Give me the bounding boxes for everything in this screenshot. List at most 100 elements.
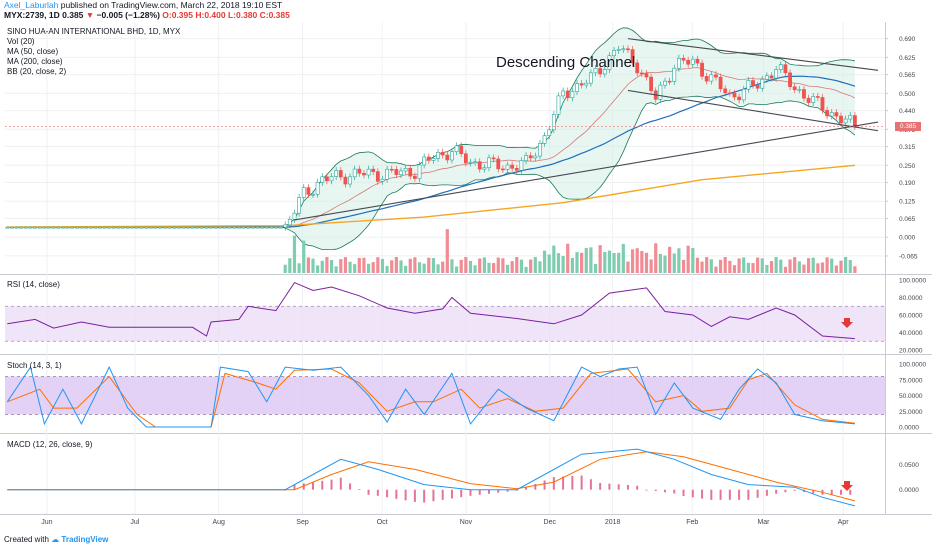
candle-body bbox=[690, 58, 695, 65]
volume-bar bbox=[454, 266, 459, 273]
candle-body bbox=[88, 226, 93, 229]
volume-bar bbox=[714, 266, 718, 273]
stoch-band bbox=[5, 376, 885, 415]
volume-bar bbox=[603, 252, 607, 273]
volume-bar bbox=[320, 260, 324, 273]
volume-bar bbox=[529, 259, 533, 273]
macd-histogram-bar bbox=[432, 489, 435, 502]
candle-body bbox=[181, 226, 186, 229]
brand-link[interactable]: TradingView bbox=[61, 535, 109, 544]
macd-histogram-bar bbox=[330, 479, 333, 490]
volume-bar bbox=[737, 258, 741, 273]
candle-body bbox=[704, 76, 709, 82]
volume-bar bbox=[515, 257, 519, 273]
volume-bar bbox=[297, 263, 301, 273]
volume-bar bbox=[839, 260, 843, 273]
macd-histogram-bar bbox=[793, 489, 796, 491]
macd-histogram-bar bbox=[812, 489, 815, 494]
candle-body bbox=[315, 182, 320, 195]
volume-bar bbox=[654, 243, 658, 273]
candle-body bbox=[593, 68, 598, 74]
candle-body bbox=[389, 168, 394, 171]
candle-body bbox=[190, 226, 195, 229]
candle-body bbox=[746, 80, 751, 90]
candle-body bbox=[10, 226, 14, 229]
macd-line bbox=[7, 448, 856, 507]
volume-bar bbox=[705, 257, 709, 273]
candle-body bbox=[852, 115, 857, 127]
x-tick-label: Dec bbox=[544, 519, 557, 526]
candle-body bbox=[348, 176, 352, 185]
volume-bar bbox=[746, 262, 750, 273]
stoch-tick-label: 100.0000 bbox=[899, 362, 926, 369]
volume-bar bbox=[473, 265, 477, 273]
candle-body bbox=[695, 58, 700, 64]
macd-histogram-bar bbox=[395, 489, 398, 499]
candle-body bbox=[788, 72, 792, 88]
volume-bar bbox=[820, 262, 825, 273]
candle-body bbox=[644, 73, 649, 78]
candle-body bbox=[357, 168, 362, 174]
candle-body bbox=[51, 226, 56, 229]
candle-body bbox=[431, 158, 436, 161]
stoch-tick-label: 0.0000 bbox=[899, 425, 919, 432]
volume-bar bbox=[672, 253, 676, 273]
candle-body bbox=[676, 57, 681, 69]
volume-bar bbox=[404, 265, 408, 273]
bb-label: BB (20, close, 2) bbox=[7, 67, 67, 76]
candle-body bbox=[477, 161, 482, 170]
stoch-d-line bbox=[7, 368, 855, 428]
y-tick-label: -0.065 bbox=[899, 253, 918, 260]
volume-bar bbox=[501, 258, 505, 273]
macd-histogram-bar bbox=[515, 489, 518, 491]
volume-bar bbox=[797, 261, 801, 273]
macd-histogram-bar bbox=[441, 489, 444, 500]
candle-body bbox=[843, 118, 848, 124]
macd-histogram-bar bbox=[626, 484, 629, 490]
candle-body bbox=[403, 167, 408, 172]
candle-body bbox=[769, 75, 774, 79]
candle-body bbox=[311, 193, 315, 196]
candle-body bbox=[542, 135, 547, 144]
candle-body bbox=[37, 226, 42, 229]
volume-bar bbox=[316, 265, 320, 273]
candle-body bbox=[19, 226, 24, 229]
author-link[interactable]: Axel_Laburlah bbox=[4, 0, 59, 10]
candle-body bbox=[422, 156, 427, 166]
volume-bar bbox=[445, 229, 449, 273]
macd-histogram-bar bbox=[645, 489, 648, 491]
volume-bar bbox=[385, 265, 389, 273]
volume-bar bbox=[547, 254, 551, 273]
candle-body bbox=[602, 69, 607, 75]
candle-body bbox=[84, 226, 88, 229]
ma50-line bbox=[7, 75, 856, 228]
candle-body bbox=[70, 226, 75, 229]
candle-body bbox=[338, 170, 343, 178]
candle-body bbox=[218, 226, 223, 229]
candle-body bbox=[98, 226, 102, 229]
volume-bar bbox=[617, 252, 621, 273]
macd-histogram-bar bbox=[682, 489, 685, 497]
volume-bar bbox=[292, 235, 297, 273]
volume-bar bbox=[343, 257, 348, 273]
volume-bar bbox=[635, 248, 639, 273]
volume-bar bbox=[413, 257, 417, 273]
volume-bar bbox=[329, 259, 334, 273]
candle-body bbox=[450, 151, 454, 161]
candle-body bbox=[278, 226, 283, 229]
ohlc: O:0.395 H:0.400 L:0.380 C:0.385 bbox=[162, 10, 290, 20]
volume-bar bbox=[621, 243, 625, 273]
candle-body bbox=[42, 226, 47, 229]
candle-body bbox=[380, 178, 385, 182]
candle-body bbox=[764, 75, 769, 80]
volume-bar bbox=[774, 257, 778, 273]
candle-body bbox=[139, 226, 144, 229]
volume-bar bbox=[417, 262, 422, 273]
macd-histogram-bar bbox=[608, 483, 611, 490]
x-tick-label: Oct bbox=[377, 519, 388, 526]
candle-body bbox=[65, 226, 70, 229]
volume-bar bbox=[334, 266, 338, 273]
macd-histogram-bar bbox=[497, 489, 500, 493]
candle-body bbox=[399, 170, 403, 175]
